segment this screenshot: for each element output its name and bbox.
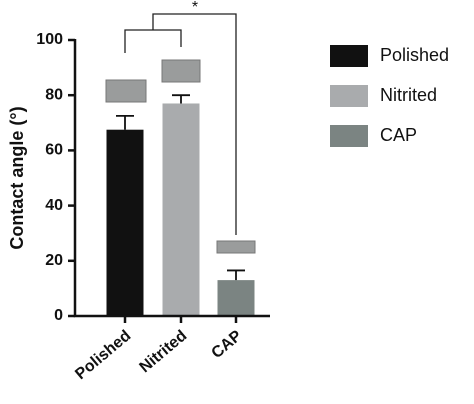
legend-label: Polished — [380, 45, 449, 65]
y-tick-label: 80 — [45, 86, 63, 103]
significance-label: * — [192, 0, 198, 16]
legend-swatch — [330, 85, 368, 107]
y-axis-label: Contact angle (°) — [7, 106, 27, 249]
legend-label: CAP — [380, 125, 417, 145]
legend-label: Nitrited — [380, 85, 437, 105]
bar — [162, 103, 200, 316]
bar — [106, 129, 144, 316]
droplet-image — [105, 79, 147, 103]
droplet-image — [161, 59, 201, 83]
axis-line — [73, 39, 270, 318]
droplet-images — [105, 59, 256, 254]
y-tick-label: 100 — [36, 31, 63, 48]
y-tick-label: 40 — [45, 197, 63, 214]
x-tick-label: Nitrited — [136, 327, 190, 376]
droplet-image — [216, 240, 256, 254]
y-tick-label: 20 — [45, 252, 63, 269]
significance-bracket — [124, 13, 237, 235]
legend-swatch — [330, 125, 368, 147]
legend-swatch — [330, 45, 368, 67]
x-tick-label: Polished — [72, 327, 134, 383]
bar — [217, 280, 255, 316]
y-tick-label: 0 — [54, 307, 63, 324]
y-tick-label: 60 — [45, 142, 63, 159]
x-tick-label: CAP — [208, 327, 245, 362]
